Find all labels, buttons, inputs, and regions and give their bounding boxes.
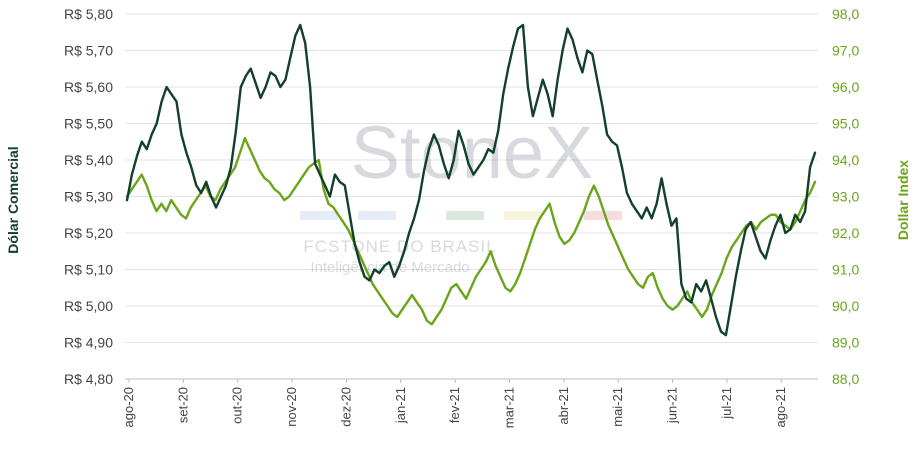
right-tick-label: 93,0 [832, 189, 859, 205]
left-axis-ticks: R$ 5,80 R$ 5,70 R$ 5,60 R$ 5,50 R$ 5,40 R$ 5,… [64, 6, 113, 387]
series-line-dolar-comercial [125, 23, 817, 337]
x-tick-label: jun-21 [665, 387, 680, 424]
x-tick-label: mar-21 [501, 387, 516, 428]
right-tick-label: 92,0 [832, 225, 859, 241]
watermark-brand: StoneX [351, 111, 594, 194]
watermark-line1: FCStone do Brasil [303, 237, 496, 256]
series-line-dollar-index [125, 136, 817, 326]
x-tick-label: abr-21 [556, 387, 571, 425]
right-axis-title: Dollar Index [895, 160, 911, 240]
left-tick-label: R$ 5,20 [64, 225, 113, 241]
left-tick-label: R$ 5,40 [64, 152, 113, 168]
watermark-bar-green [446, 211, 484, 220]
left-tick-label: R$ 4,90 [64, 335, 113, 351]
left-axis-title: Dólar Comercial [5, 146, 21, 253]
left-tick-label: R$ 5,70 [64, 43, 113, 59]
right-tick-label: 94,0 [832, 152, 859, 168]
x-tick-label: dez-20 [338, 387, 353, 427]
x-tick-label: nov-20 [284, 387, 299, 427]
x-tick-label: jul-21 [719, 387, 734, 420]
left-tick-label: R$ 5,80 [64, 6, 113, 22]
x-tick-label: mai-21 [610, 387, 625, 427]
right-tick-label: 96,0 [832, 79, 859, 95]
right-tick-label: 91,0 [832, 262, 859, 278]
x-tick-label: ago-21 [773, 387, 788, 427]
x-tick-label: ago-20 [121, 387, 136, 427]
right-tick-label: 88,0 [832, 371, 859, 387]
watermark-bar-blue-2 [358, 211, 396, 220]
watermark-bar-red [584, 211, 622, 220]
series-layer [125, 23, 817, 337]
x-tick-label: set-20 [175, 387, 190, 423]
right-tick-label: 98,0 [832, 6, 859, 22]
right-tick-label: 90,0 [832, 298, 859, 314]
right-tick-label: 89,0 [832, 335, 859, 351]
gridlines [125, 13, 818, 380]
left-tick-label: R$ 5,10 [64, 262, 113, 278]
watermark-bar-blue [300, 211, 338, 220]
watermark-bar-yellow [504, 211, 542, 220]
right-axis-ticks: 98,0 97,0 96,0 95,0 94,0 93,0 92,0 91,0 90,0 89,0… [832, 6, 859, 387]
left-tick-label: R$ 5,50 [64, 116, 113, 132]
x-tick-label: fev-21 [447, 387, 462, 423]
left-tick-label: R$ 5,60 [64, 79, 113, 95]
left-tick-label: R$ 5,30 [64, 189, 113, 205]
right-tick-label: 95,0 [832, 116, 859, 132]
right-tick-label: 97,0 [832, 43, 859, 59]
x-axis-ticks: ago-20 set-20 out-20 nov-20 dez-20 jan-21 fev-… [121, 379, 788, 428]
x-tick-label: out-20 [230, 387, 245, 424]
left-tick-label: R$ 4,80 [64, 371, 113, 387]
x-tick-label: jan-21 [393, 387, 408, 424]
left-tick-label: R$ 5,00 [64, 298, 113, 314]
